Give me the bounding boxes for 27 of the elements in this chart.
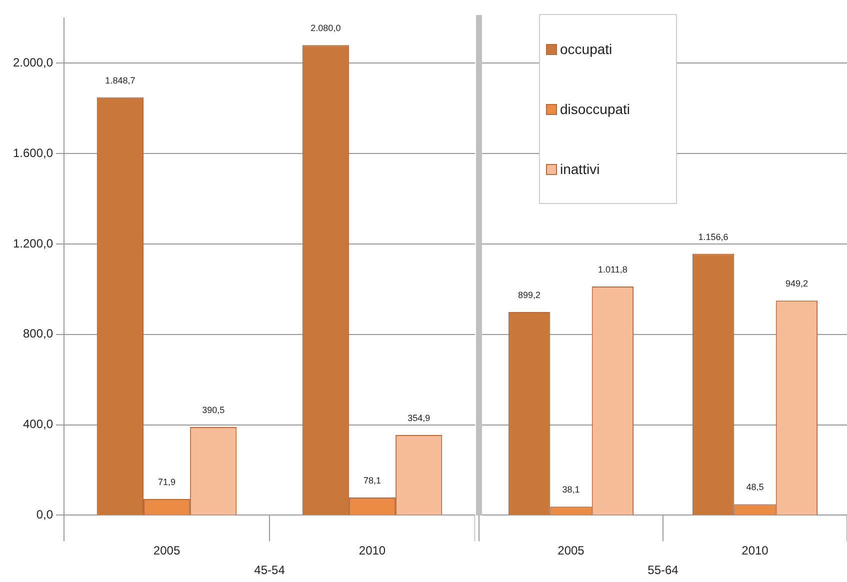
- y-tick-label: 0,0: [36, 508, 54, 522]
- x-axis-title: 45-54: [254, 563, 286, 578]
- data-label: 38,1: [562, 484, 580, 495]
- data-label: 2.080,0: [310, 23, 341, 34]
- data-label: 390,5: [202, 404, 225, 415]
- data-label: 71,9: [158, 476, 176, 487]
- data-label: 949,2: [785, 278, 808, 289]
- y-tick-label: 400,0: [23, 417, 54, 432]
- y-tick-label: 2.000,0: [12, 56, 54, 70]
- x-tick-label: 2005: [153, 544, 180, 558]
- x-axis-title: 55-64: [648, 563, 679, 578]
- x-tick-label: 2005: [558, 544, 585, 558]
- y-tick-label: 1.200,0: [12, 236, 54, 250]
- legend-label: occupati: [560, 41, 612, 57]
- y-tick-label: 1.600,0: [12, 146, 54, 160]
- y-tick-label: 800,0: [23, 326, 54, 341]
- data-label: 48,5: [746, 482, 764, 492]
- legend-label: inattivi: [560, 161, 600, 177]
- data-label: 1.011,8: [598, 264, 628, 275]
- data-label: 1.848,7: [105, 75, 136, 86]
- legend-label: disoccupati: [560, 101, 630, 117]
- data-label: 1.156,6: [698, 232, 728, 242]
- x-tick-label: 2010: [358, 544, 386, 558]
- data-label: 899,2: [518, 290, 541, 300]
- x-tick-label: 2010: [742, 544, 769, 558]
- data-label: 78,1: [363, 476, 382, 486]
- data-label: 354,9: [408, 412, 430, 423]
